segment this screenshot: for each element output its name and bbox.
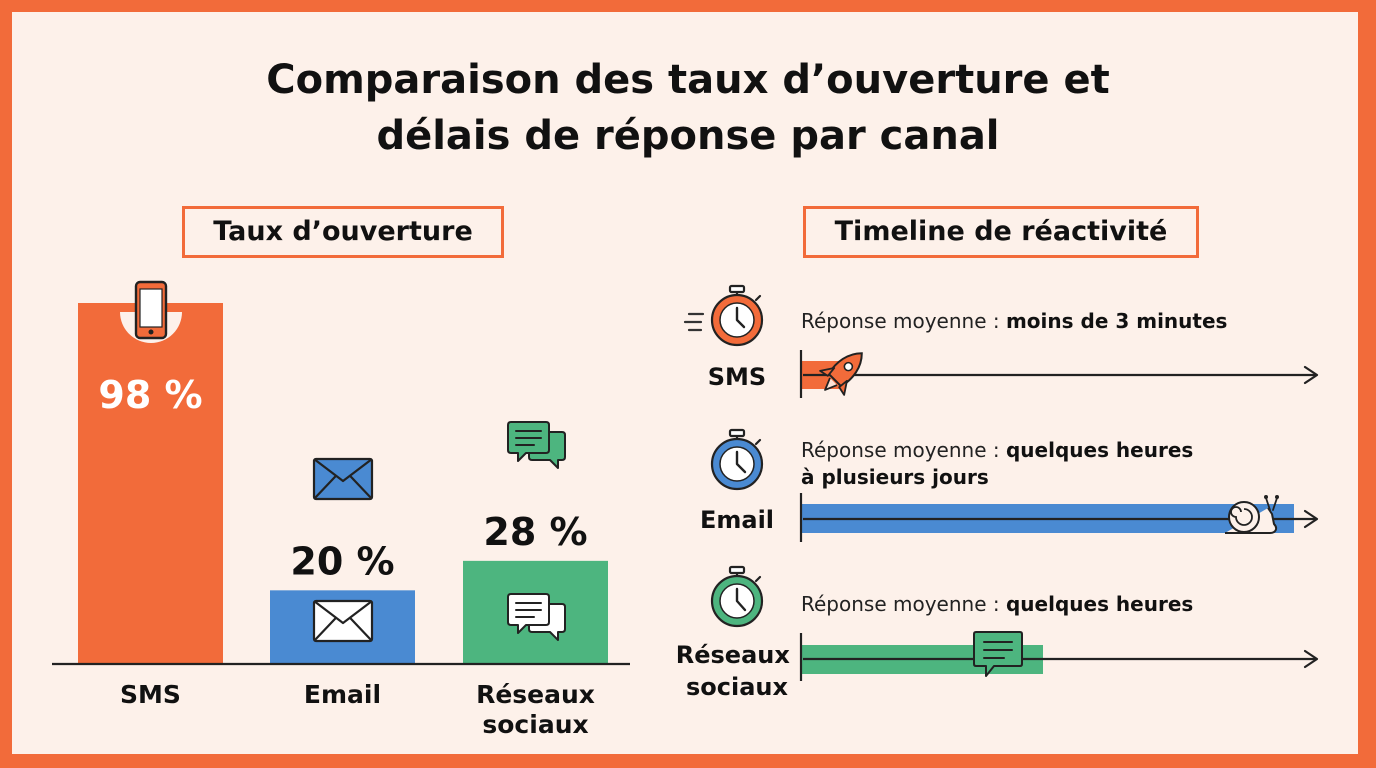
chat-bubbles-icon bbox=[507, 593, 566, 641]
envelope-icon bbox=[312, 457, 374, 501]
response-prefix-social: Réponse moyenne : bbox=[801, 592, 1006, 616]
timeline-track-social bbox=[799, 631, 1319, 681]
response-value-sms: moins de 3 minutes bbox=[1005, 309, 1228, 333]
bar-1 bbox=[78, 303, 223, 664]
chat-bubbles-icon bbox=[507, 421, 566, 469]
smartphone-icon bbox=[134, 280, 168, 340]
timeline-label-sms-line1: SMS bbox=[708, 363, 766, 391]
chat-bubble-icon bbox=[973, 631, 1023, 677]
category-label-2: Email bbox=[304, 680, 381, 709]
title-line-2: délais de réponse par canal bbox=[376, 113, 1000, 159]
open-rate-heading: Taux d’ouverture bbox=[182, 206, 504, 258]
timeline-response-sms: Réponse moyenne : moins de 3 minutes bbox=[801, 308, 1227, 335]
page-frame bbox=[12, 12, 1358, 754]
rocket-icon bbox=[819, 352, 863, 396]
timeline-label-social-line1: Réseaux bbox=[676, 641, 791, 669]
response-value-social: quelques heures bbox=[1005, 592, 1194, 616]
category-label-1: SMS bbox=[120, 680, 181, 709]
timeline-response-social: Réponse moyenne : quelques heures bbox=[801, 591, 1193, 618]
title-line-1: Comparaison des taux d’ouverture et bbox=[266, 57, 1110, 103]
response-value-email-line2: à plusieurs jours bbox=[801, 465, 989, 489]
category-label-3: sociaux bbox=[482, 710, 588, 739]
timeline-track-email bbox=[799, 493, 1319, 542]
value-label-1: 98 % bbox=[98, 373, 202, 417]
timeline-response-email: Réponse moyenne : quelques heures à plus… bbox=[801, 437, 1193, 491]
timeline-label-sms: SMS bbox=[708, 363, 766, 391]
snail-icon bbox=[1225, 495, 1279, 534]
category-label-3: Réseaux bbox=[476, 680, 595, 709]
timeline-label-social-line2: sociaux bbox=[686, 673, 789, 701]
stopwatch-icon bbox=[710, 565, 764, 628]
response-prefix-email: Réponse moyenne : bbox=[801, 438, 1006, 462]
response-prefix-sms: Réponse moyenne : bbox=[801, 309, 1006, 333]
response-value-email-line1: quelques heures bbox=[1005, 438, 1194, 462]
timeline-track-sms bbox=[799, 350, 1319, 398]
timeline-label-email-line1: Email bbox=[700, 506, 774, 534]
value-label-3: 28 % bbox=[483, 510, 587, 554]
value-label-2: 20 % bbox=[290, 539, 394, 583]
stopwatch-icon bbox=[683, 284, 764, 347]
timeline-label-social: Réseaux sociaux bbox=[676, 641, 798, 701]
timeline-heading: Timeline de réactivité bbox=[803, 206, 1199, 258]
stopwatch-icon bbox=[710, 428, 764, 491]
timeline-label-email: Email bbox=[700, 506, 774, 534]
page-title: Comparaison des taux d’ouverture et déla… bbox=[0, 52, 1376, 164]
envelope-icon bbox=[312, 599, 374, 643]
